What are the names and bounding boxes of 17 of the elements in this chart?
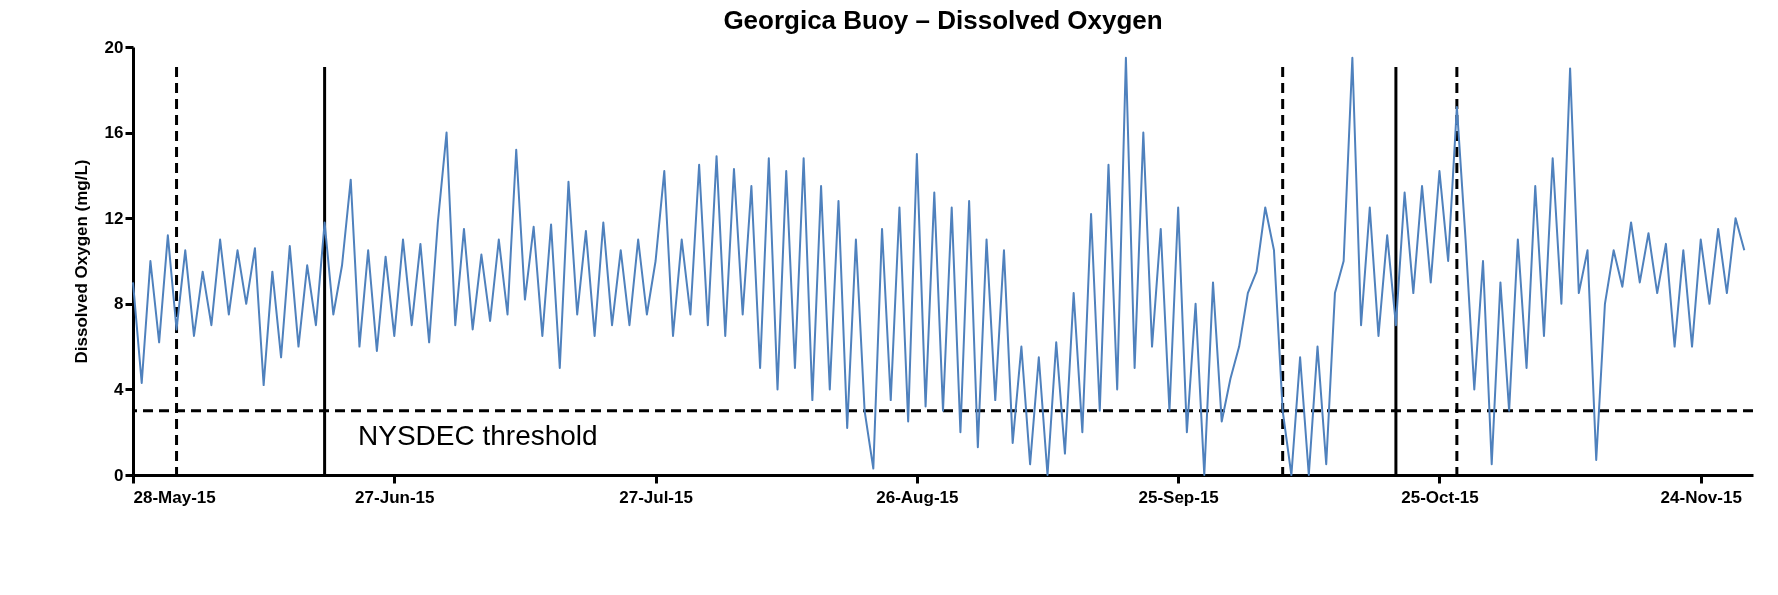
x-tick-label: 27-Jul-15 — [619, 487, 693, 507]
x-tick-label: 25-Oct-15 — [1401, 487, 1479, 507]
x-tick-label: 26-Aug-15 — [876, 487, 959, 507]
y-tick-label: 16 — [104, 123, 124, 143]
y-tick-label: 0 — [114, 465, 124, 485]
y-tick-label: 20 — [104, 37, 124, 57]
y-axis-title: Dissolved Oxygen (mg/L) — [71, 159, 91, 364]
x-tick-label: 25-Sep-15 — [1138, 487, 1219, 507]
y-tick-label: 4 — [114, 379, 125, 399]
chart-title: Georgica Buoy – Dissolved Oxygen — [723, 5, 1163, 35]
x-tick-label: 27-Jun-15 — [355, 487, 435, 507]
y-tick-label: 12 — [104, 208, 124, 228]
y-tick-label: 8 — [114, 294, 124, 314]
ref-line-label: NYSDEC threshold — [358, 419, 598, 451]
x-tick-label: 24-Nov-15 — [1660, 487, 1742, 507]
x-tick-label: 28-May-15 — [133, 487, 216, 507]
line-series — [132, 56, 1746, 476]
